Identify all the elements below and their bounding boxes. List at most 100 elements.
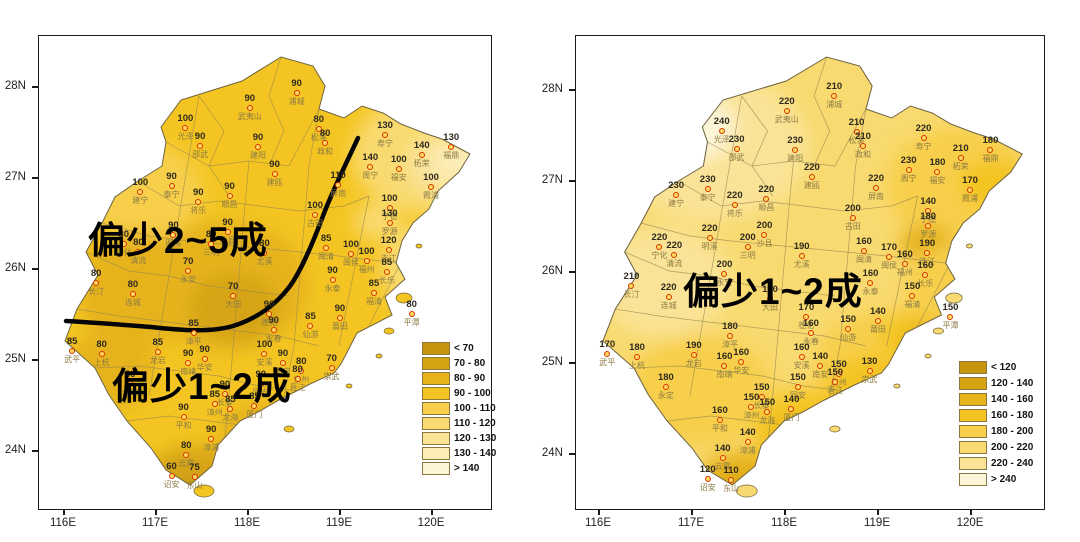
station-marker-icon bbox=[347, 251, 354, 258]
y-axis-tick-label: 28N bbox=[4, 80, 26, 92]
station-marker-icon bbox=[185, 359, 192, 366]
station-value: 170 bbox=[599, 338, 616, 350]
legend-row: 110 - 120 bbox=[422, 416, 496, 431]
station-marker-icon bbox=[860, 247, 867, 254]
station-marker-icon bbox=[690, 351, 697, 358]
station-name: 漳州 bbox=[743, 410, 760, 420]
station-name: 长泰 bbox=[753, 400, 770, 410]
station-marker-icon bbox=[386, 220, 393, 227]
station-value: 70 bbox=[227, 281, 239, 293]
legend-swatch bbox=[959, 472, 987, 486]
station-value: 220 bbox=[666, 239, 683, 251]
legend-label: 130 - 140 bbox=[454, 448, 497, 459]
legend-swatch bbox=[422, 447, 450, 460]
station-value: 90 bbox=[263, 299, 275, 311]
station-name: 闽清 bbox=[318, 251, 335, 261]
station-value: 200 bbox=[756, 219, 773, 231]
station-name: 三明 bbox=[203, 248, 220, 258]
station-name: 连城 bbox=[124, 298, 141, 308]
station-name: 永泰 bbox=[862, 286, 879, 296]
station-value: 60 bbox=[166, 461, 177, 473]
y-axis-tick-label: 25N bbox=[4, 353, 26, 365]
station-value: 100 bbox=[423, 172, 439, 183]
county-boundary bbox=[615, 308, 866, 347]
station-value: 90 bbox=[291, 78, 302, 90]
station-value: 85 bbox=[225, 394, 236, 406]
station-value: 80 bbox=[124, 369, 136, 381]
island bbox=[932, 327, 944, 335]
station-name: 建瓯 bbox=[266, 178, 283, 188]
station-value: 230 bbox=[900, 154, 917, 166]
station-marker-icon bbox=[761, 231, 768, 238]
station-marker-icon bbox=[307, 323, 314, 330]
station-value: 160 bbox=[896, 248, 913, 260]
station-name: 闽侯 bbox=[342, 258, 359, 268]
x-axis-tick-label: 118E bbox=[770, 517, 797, 529]
y-axis-tick-label: 24N bbox=[541, 447, 563, 459]
station-name: 泉州 bbox=[830, 377, 847, 387]
station-marker-icon bbox=[251, 403, 258, 410]
station-marker-icon bbox=[336, 315, 343, 322]
station-name: 平潭 bbox=[942, 320, 959, 330]
station-value: 130 bbox=[443, 131, 460, 143]
station-name: 漳浦 bbox=[203, 443, 220, 453]
station-value: 120 bbox=[699, 464, 716, 476]
station-name: 诏安 bbox=[163, 480, 180, 490]
station-marker-icon bbox=[180, 414, 187, 421]
station-marker-icon bbox=[727, 477, 734, 484]
annotation-left-lower: 偏少1~2成 bbox=[112, 366, 292, 407]
station-value: 90 bbox=[178, 402, 189, 414]
station-value: 180 bbox=[657, 372, 674, 384]
station-marker-icon bbox=[758, 393, 765, 400]
station-marker-icon bbox=[792, 146, 799, 153]
station-name: 清流 bbox=[666, 258, 683, 268]
station-marker-icon bbox=[718, 127, 725, 134]
station-name: 晋江 bbox=[289, 383, 306, 393]
station-marker-icon bbox=[322, 140, 329, 147]
island bbox=[736, 484, 758, 498]
island bbox=[375, 353, 383, 359]
station-marker-icon bbox=[744, 439, 751, 446]
station-value: 180 bbox=[982, 134, 999, 146]
station-name: 诏安 bbox=[699, 483, 716, 493]
station-marker-icon bbox=[69, 347, 76, 354]
station-name: 漳浦 bbox=[739, 446, 756, 456]
station-marker-icon bbox=[137, 189, 144, 196]
legend-label: 110 - 120 bbox=[454, 418, 496, 429]
station-name: 将乐 bbox=[726, 208, 743, 218]
station-marker-icon bbox=[224, 228, 231, 235]
station-name: 华安 bbox=[196, 363, 213, 372]
station-value: 90 bbox=[252, 131, 264, 143]
station-marker-icon bbox=[408, 310, 415, 317]
station-name: 福鼎 bbox=[443, 150, 460, 160]
station-value: 230 bbox=[728, 134, 745, 146]
county-boundary bbox=[137, 180, 370, 212]
legend-label: > 240 bbox=[991, 473, 1017, 485]
station-name: 永泰 bbox=[324, 283, 341, 293]
island bbox=[193, 484, 215, 498]
station-name: 屏南 bbox=[868, 192, 885, 202]
station-name: 宁化 bbox=[651, 251, 668, 261]
legend-swatch bbox=[422, 462, 450, 475]
station-value: 80 bbox=[205, 229, 217, 241]
station-value: 85 bbox=[152, 336, 164, 348]
county-boundary bbox=[741, 95, 774, 197]
station-marker-icon bbox=[257, 380, 264, 387]
station-name: 周宁 bbox=[362, 170, 379, 180]
station-name: 同安 bbox=[789, 390, 806, 400]
station-value: 150 bbox=[743, 391, 760, 403]
station-name: 永春 bbox=[802, 336, 819, 346]
legend-swatch bbox=[422, 387, 450, 400]
station-name: 崇武 bbox=[323, 372, 340, 382]
station-value: 85 bbox=[209, 388, 221, 400]
shade-patch bbox=[189, 273, 279, 343]
legend-swatch bbox=[959, 408, 987, 422]
station-marker-icon bbox=[909, 293, 916, 300]
station-marker-icon bbox=[328, 365, 335, 372]
station-marker-icon bbox=[127, 381, 134, 388]
station-value: 140 bbox=[413, 140, 430, 152]
station-marker-icon bbox=[208, 436, 215, 443]
station-value: 150 bbox=[753, 381, 770, 393]
station-name: 平潭 bbox=[403, 317, 420, 327]
station-marker-icon bbox=[835, 370, 842, 377]
